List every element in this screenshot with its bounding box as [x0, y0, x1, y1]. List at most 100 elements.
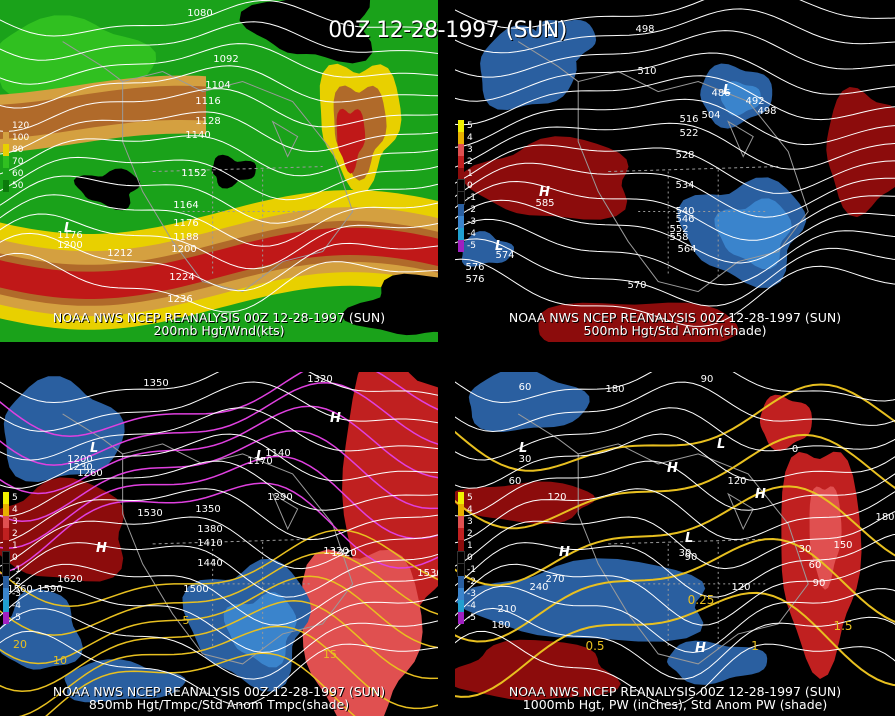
contour-label: 492 — [745, 96, 764, 107]
contour-labels-500mb: 4985104864924985045165225285345405465525… — [465, 24, 776, 291]
precipitable-water-contours-1000mb — [455, 383, 895, 698]
pressure-center-marker: H — [96, 541, 107, 556]
contour-line — [455, 407, 895, 461]
pressure-center-marker: L — [495, 239, 503, 254]
contour-label: 30 — [799, 544, 812, 555]
legend-label: 2 — [467, 156, 473, 167]
contour-line — [455, 460, 895, 517]
contour-line — [455, 199, 895, 264]
contour-label: 570 — [627, 280, 646, 291]
temperature-contours-cold-850mb — [0, 372, 438, 575]
legend-label: -4 — [12, 601, 21, 612]
legend-swatch — [458, 600, 464, 613]
contour-label: 1320 — [307, 374, 332, 385]
contour-label: 150 — [833, 540, 852, 551]
contour-label: 1224 — [169, 272, 194, 283]
contour-line — [0, 551, 438, 636]
contour-label: 240 — [529, 582, 548, 593]
anomaly-shade — [462, 136, 629, 220]
legend-label: 3 — [467, 517, 473, 528]
legend-label: -5 — [467, 240, 476, 251]
contour-line — [0, 488, 438, 544]
wind-shade — [0, 15, 157, 100]
anomaly-shade — [64, 659, 186, 703]
legend-swatch — [458, 516, 464, 529]
legend-label: 0 — [467, 180, 473, 191]
anomaly-shade — [536, 19, 597, 66]
contour-label: 1530 — [417, 568, 438, 579]
contour-line — [0, 65, 438, 109]
temperature-contours-warm-850mb — [0, 529, 438, 716]
contour-label: 60 — [519, 382, 532, 393]
map-500mb: 4985104864924985045165225285345405465525… — [455, 0, 895, 342]
contour-label: 1170 — [247, 456, 272, 467]
contour-line — [455, 144, 895, 194]
panel-200mb: 1080 1092 1104 1116 1128 1140 1152 1164 1176 1188… — [0, 0, 438, 342]
legend-swatch — [458, 119, 464, 132]
contour-label: 1.5 — [833, 619, 852, 633]
contour-line — [0, 542, 438, 598]
pressure-center-marker: H — [539, 185, 550, 200]
contour-line — [0, 135, 438, 177]
contour-line — [0, 21, 438, 61]
panel-field-label: 850mb Hgt/Tmpc/Std Anom Tmpc(shade) — [88, 697, 350, 712]
anomaly-shade — [0, 589, 83, 670]
contour-line — [0, 529, 438, 607]
legend-label: 4 — [12, 505, 18, 516]
contour-line — [455, 511, 895, 570]
contour-line — [0, 460, 438, 517]
contour-label: 1410 — [197, 538, 222, 549]
contour-line — [455, 258, 895, 327]
height-contours-500mb — [455, 0, 895, 327]
contour-line — [455, 381, 895, 433]
map-1000mb: 60 18090301206030901201501802402702101801… — [455, 372, 895, 706]
contour-label: 1230 — [67, 462, 92, 473]
contour-line — [455, 533, 895, 598]
legend-swatch — [3, 155, 9, 168]
legend-label: 120 — [12, 120, 30, 131]
pressure-center-marker: H — [755, 487, 766, 502]
calm-area — [211, 154, 256, 189]
contour-line — [455, 607, 895, 680]
panel-caption: NOAA NWS NCEP REANALYSIS 00Z 12-28-1997 … — [508, 684, 842, 699]
legend-swatch — [3, 492, 9, 505]
legend-label: 1 — [467, 168, 473, 179]
contour-label: 1128 — [195, 116, 220, 127]
wind-shade — [0, 85, 206, 140]
anomaly-shade — [301, 549, 423, 716]
anomaly-shade — [759, 394, 812, 452]
contour-label: 1188 — [173, 232, 198, 243]
contour-label: 30 — [519, 454, 532, 465]
legend-label: -5 — [12, 613, 21, 624]
legend-swatch — [3, 504, 9, 517]
legend-label: -1 — [12, 565, 21, 576]
contour-label: 564 — [677, 244, 696, 255]
contour-label: 1200 — [171, 244, 196, 255]
legend-swatch — [458, 588, 464, 601]
contour-label: 1152 — [181, 168, 206, 179]
panel-caption: NOAA NWS NCEP REANALYSIS 00Z 12-28-1997 … — [52, 310, 386, 325]
contour-line — [455, 630, 895, 706]
contour-label: 120 — [731, 582, 750, 593]
contour-line — [0, 43, 438, 85]
contour-label: 1 — [751, 639, 759, 653]
contour-line — [455, 75, 895, 126]
panel-500mb: 498 510 486 492 498 504 516 522 528 534 540 546 552 5… — [455, 0, 895, 342]
contour-label: 1164 — [173, 200, 198, 211]
legend-swatch — [3, 576, 9, 589]
contour-line — [455, 433, 895, 489]
pressure-center-marker: L — [519, 441, 527, 456]
contour-label: 1530 — [137, 508, 162, 519]
pressure-centers-850mb: H L L H — [90, 411, 341, 556]
contour-label: 522 — [679, 128, 698, 139]
legend-swatch — [2, 551, 10, 566]
legend-swatch — [458, 239, 464, 252]
contour-label: 20 — [13, 638, 27, 651]
contour-line — [0, 429, 438, 523]
pressure-center-marker: H — [330, 411, 341, 426]
pressure-center-marker: L — [685, 531, 693, 546]
contour-line — [0, 175, 438, 224]
legend-swatch — [458, 167, 464, 180]
pressure-center-marker: L — [64, 221, 72, 236]
